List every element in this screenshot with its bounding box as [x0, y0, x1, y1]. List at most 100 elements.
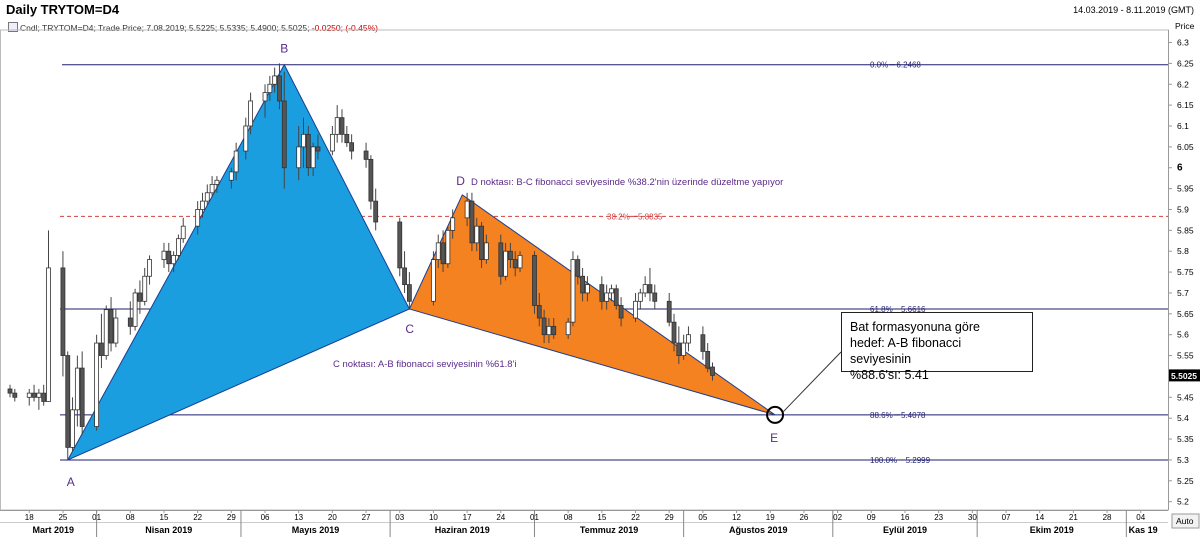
candle — [195, 201, 201, 235]
fib-label-percent: 61.8% — [870, 305, 893, 314]
candle — [686, 326, 691, 352]
auto-button[interactable] — [1171, 513, 1200, 529]
candle — [700, 326, 706, 360]
candle — [70, 397, 75, 452]
candle — [281, 71, 287, 189]
fib-label-value: 5.4078 — [901, 411, 926, 420]
candle-body — [301, 133, 306, 148]
candle — [512, 251, 518, 277]
candle — [46, 230, 51, 402]
candle-body — [79, 367, 85, 427]
candle — [214, 176, 220, 193]
candle-body — [12, 392, 18, 398]
day-tick-label: 15 — [597, 513, 606, 522]
price-tick-label: 5.45 — [1177, 392, 1194, 402]
candle-body — [344, 133, 350, 144]
candle-body — [137, 292, 143, 302]
candle — [180, 217, 186, 243]
candle — [204, 184, 210, 206]
candle-body — [565, 321, 571, 336]
candle — [147, 255, 152, 285]
day-tick-label: 23 — [934, 513, 943, 522]
candle-body — [195, 209, 201, 227]
candle-body — [180, 225, 186, 240]
candle-body — [402, 267, 407, 286]
day-tick-label: 24 — [496, 513, 505, 522]
instrument-info: Cndl; TRYTOM=D4; Trade Price; 7.08.2019;… — [8, 22, 378, 33]
candle — [344, 126, 350, 147]
candle-body — [272, 75, 278, 85]
fib-label-value: 5.6616 — [901, 305, 926, 314]
point-b-label: B — [280, 42, 288, 56]
candle-body — [599, 284, 605, 302]
candle — [108, 297, 114, 352]
price-tick-label: 5.35 — [1177, 434, 1194, 444]
candle-body — [296, 146, 302, 169]
candle — [296, 126, 302, 181]
fib-label-percent: 38.2% — [607, 212, 630, 221]
day-tick-label: 14 — [1035, 513, 1044, 522]
price-tick-label: 5.2 — [1177, 497, 1189, 507]
candle — [99, 313, 104, 369]
price-tick-label: 5.85 — [1177, 225, 1194, 235]
current-price-value: 5.5025 — [1171, 371, 1197, 381]
candle-body — [243, 125, 249, 152]
fib-label: 38.2% 5.8835 — [607, 212, 663, 221]
candle-body — [450, 217, 456, 231]
candle-body — [512, 259, 518, 269]
candle — [585, 276, 590, 302]
candle-body — [440, 242, 446, 265]
candle — [248, 92, 253, 135]
candle-body — [406, 284, 412, 302]
candle — [710, 362, 715, 381]
candle — [79, 351, 85, 435]
fib-label-percent: 0.0% — [870, 61, 888, 70]
candle — [474, 217, 480, 252]
candle-body — [551, 325, 557, 336]
price-tick-label: 5.4 — [1177, 413, 1189, 423]
candle — [310, 142, 316, 177]
day-tick-label: 29 — [665, 513, 674, 522]
candle — [36, 388, 42, 410]
candle — [464, 192, 470, 227]
candle-body — [204, 192, 210, 202]
day-tick-label: 30 — [968, 513, 977, 522]
candle — [671, 313, 677, 352]
candle-body — [575, 259, 581, 277]
day-tick-label: 22 — [631, 513, 640, 522]
candle — [570, 251, 576, 327]
candle — [65, 351, 71, 460]
target-line-1: Bat formasyonuna göre — [850, 320, 980, 334]
day-tick-label: 12 — [732, 513, 741, 522]
candle-body — [132, 292, 138, 327]
month-label: Ağustos 2019 — [729, 525, 788, 535]
price-tick-label: 5.6 — [1177, 330, 1189, 340]
candle — [503, 242, 509, 281]
month-label: Ekim 2019 — [1030, 525, 1074, 535]
candle-body — [498, 242, 504, 277]
point-c-label: C — [405, 322, 414, 336]
candle-body — [474, 225, 480, 244]
candle — [305, 126, 311, 177]
candle-body — [103, 309, 109, 356]
candle — [618, 297, 624, 327]
day-tick-label: 04 — [1136, 513, 1145, 522]
candle-body — [681, 342, 687, 356]
fib-label: 100.0% 5.2999 — [870, 456, 931, 465]
candle — [637, 288, 643, 310]
target-line-3: %88.6'sı: 5.41 — [850, 368, 929, 382]
fib-label-value: 5.8835 — [638, 212, 663, 221]
day-tick-label: 13 — [294, 513, 303, 522]
day-tick-label: 07 — [1002, 513, 1011, 522]
candle — [450, 209, 456, 239]
c-point-note: C noktası: A-B fibonacci seviyesinin %61… — [333, 359, 516, 370]
d-point-note: D noktası: B-C fibonacci seviyesinde %38… — [471, 177, 783, 188]
candle-body — [60, 267, 66, 356]
candle — [599, 276, 605, 310]
candle-body — [570, 259, 576, 323]
point-d-label: D — [456, 174, 465, 188]
candle-body — [686, 334, 691, 344]
candle — [532, 251, 537, 314]
fib-label: 88.6% 5.4078 — [870, 411, 926, 420]
